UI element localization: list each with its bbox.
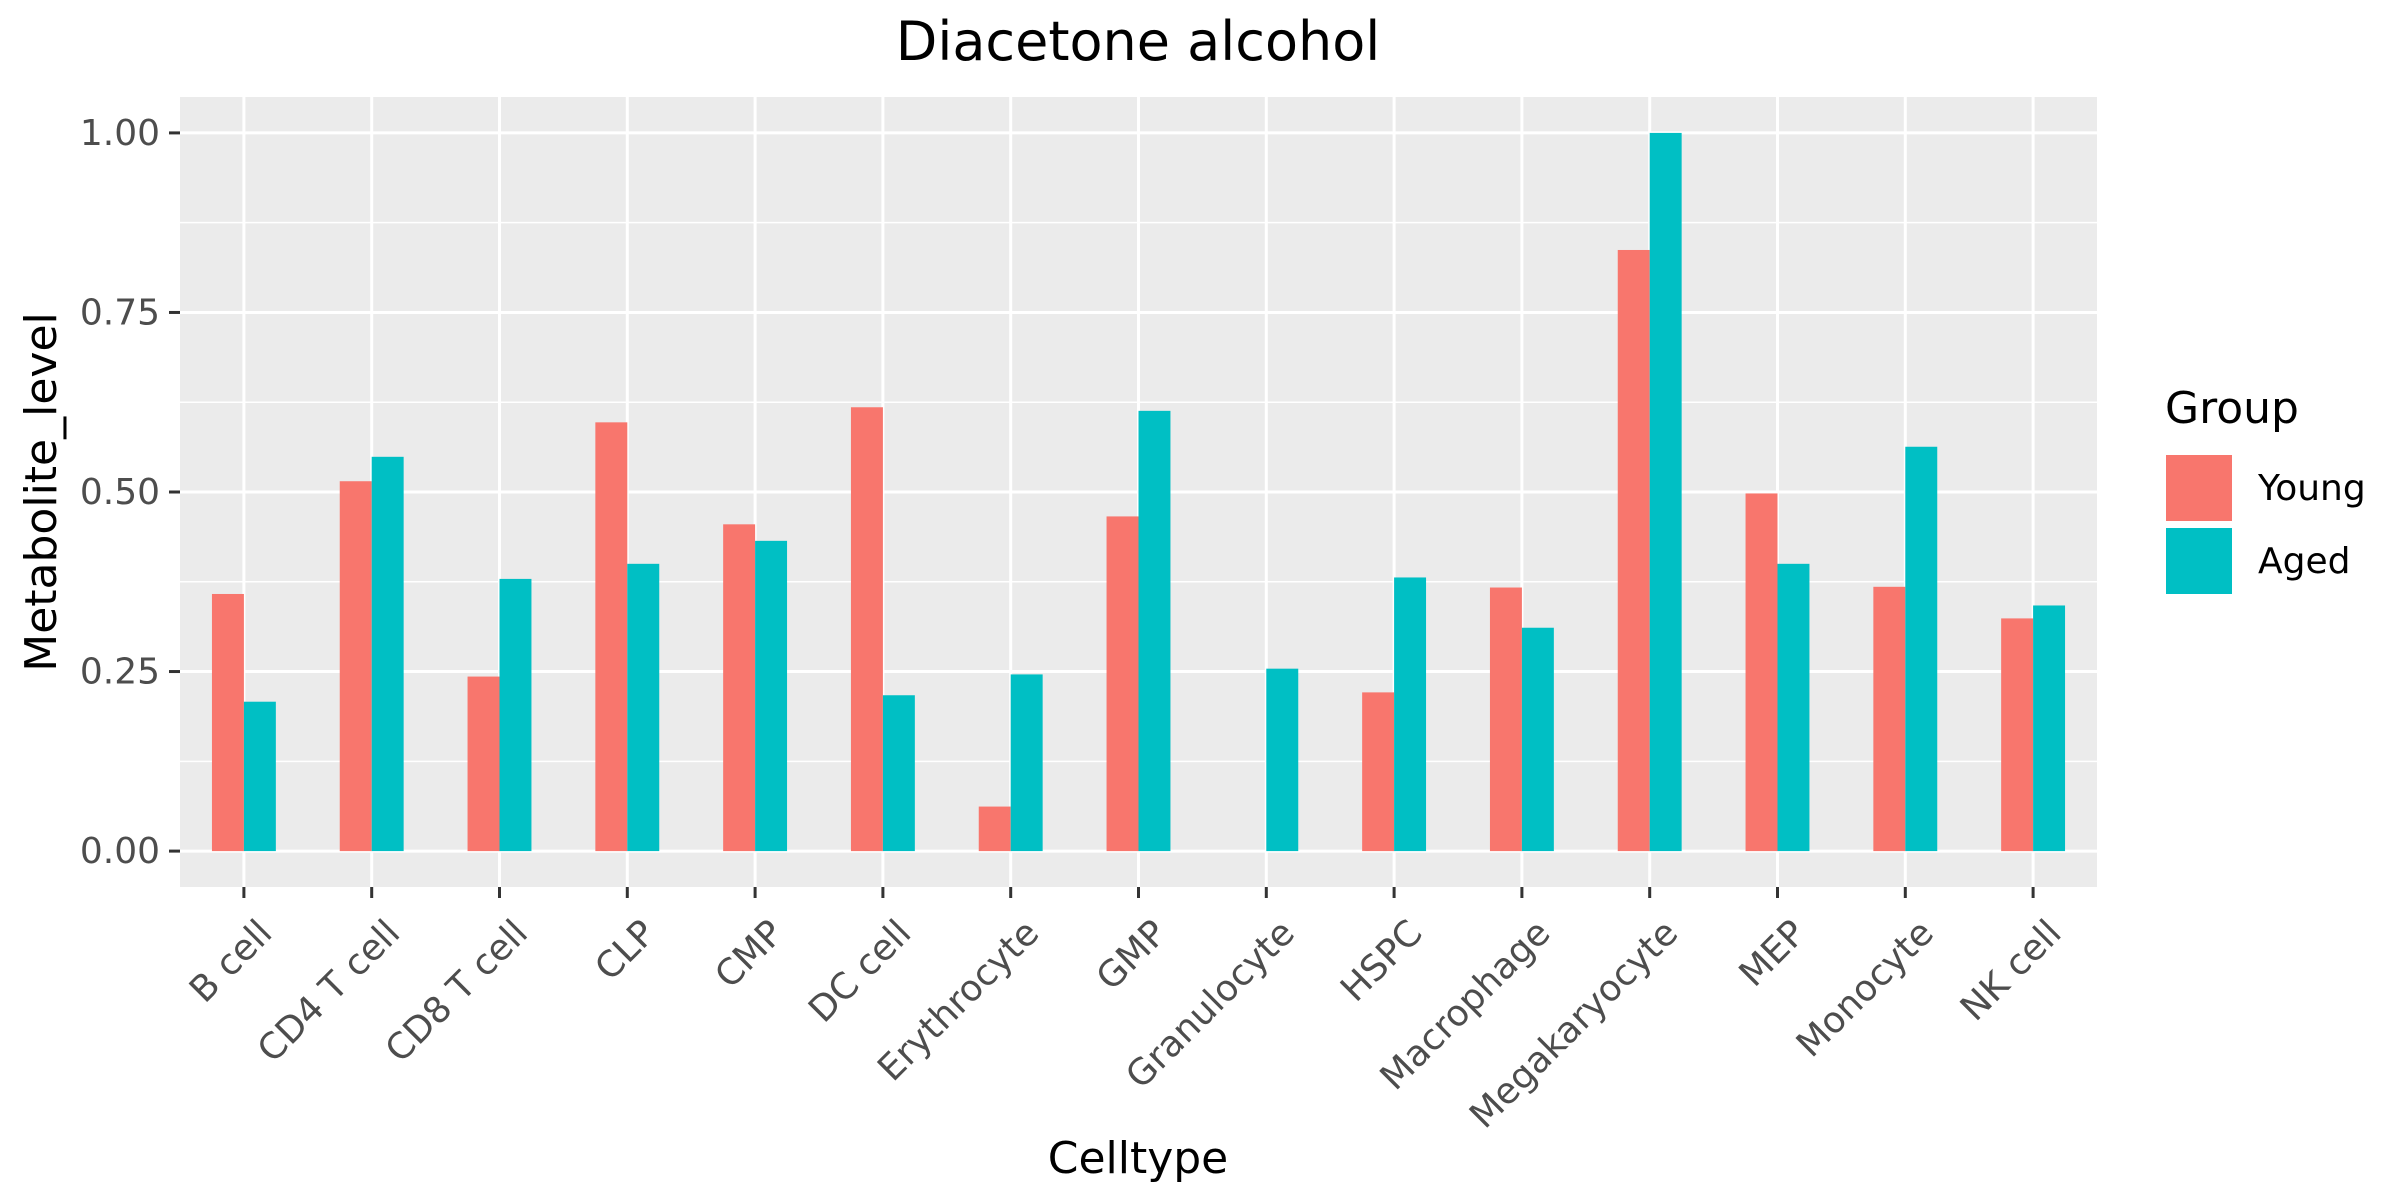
x-tick-label: CMP <box>707 912 791 996</box>
bar-young <box>1489 587 1522 852</box>
bar-young <box>1362 692 1395 852</box>
bar-aged <box>755 540 788 852</box>
x-tick-label: GMP <box>1089 912 1175 998</box>
bar-young <box>2001 618 2034 852</box>
x-axis-title: Celltype <box>1048 1133 1229 1184</box>
bar-aged <box>627 563 660 852</box>
x-tick-label: Monocyte <box>1789 912 1942 1065</box>
x-tick-label: B cell <box>182 912 280 1010</box>
y-tick-label: 0.75 <box>80 292 160 333</box>
bar-aged <box>882 695 915 852</box>
y-tick-label: 0.00 <box>80 831 160 872</box>
bar-aged <box>1649 132 1682 852</box>
bar-young <box>850 407 883 852</box>
bar-young <box>1617 249 1650 852</box>
bar-young <box>978 806 1011 852</box>
y-axis: 0.00 0.25 0.50 0.75 1.00 <box>80 113 180 872</box>
bar-young <box>339 481 372 852</box>
x-tick-label: HSPC <box>1333 912 1430 1009</box>
bar-young <box>1873 586 1906 852</box>
bar-aged <box>1394 577 1427 852</box>
bar-young <box>595 422 628 852</box>
x-tick-label: DC cell <box>801 912 919 1030</box>
bar-aged <box>1138 410 1171 852</box>
bar-aged <box>243 701 276 852</box>
bar-young <box>723 524 756 852</box>
bar-aged <box>1905 446 1938 852</box>
y-tick-label: 0.25 <box>80 652 160 693</box>
bar-young <box>1745 493 1778 852</box>
bar-aged <box>499 578 532 852</box>
bar-young <box>1106 516 1139 852</box>
bar-aged <box>1521 627 1554 852</box>
legend-swatch-young <box>2166 455 2232 521</box>
y-tick-label: 1.00 <box>80 113 160 154</box>
legend-swatch-aged <box>2166 528 2232 594</box>
chart-title: Diacetone alcohol <box>896 10 1381 73</box>
x-tick-label: CLP <box>587 912 663 988</box>
legend-title: Group <box>2165 383 2299 434</box>
x-tick-label: NK cell <box>1953 912 2070 1029</box>
bar-young <box>467 676 500 852</box>
legend-label-aged: Aged <box>2258 541 2350 582</box>
bars <box>211 132 2066 852</box>
bar-aged <box>1777 563 1810 852</box>
bar-young <box>211 593 244 852</box>
bar-aged <box>1266 668 1299 852</box>
legend: Group Young Aged <box>2165 383 2366 594</box>
x-tick-label: MEP <box>1732 912 1814 994</box>
y-tick-label: 0.50 <box>80 472 160 513</box>
legend-label-young: Young <box>2257 468 2366 509</box>
y-axis-title: Metabolite_level <box>16 312 67 672</box>
bar-aged <box>2033 605 2066 852</box>
bar-aged <box>1010 674 1043 852</box>
bar-aged <box>371 456 404 852</box>
